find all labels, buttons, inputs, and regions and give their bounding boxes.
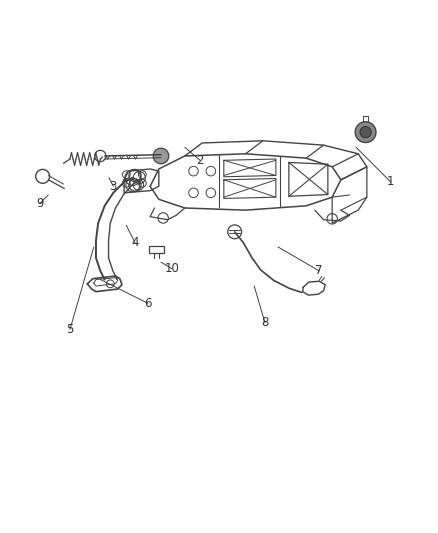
- Text: 8: 8: [261, 317, 268, 329]
- Text: 1: 1: [386, 175, 394, 189]
- Text: 3: 3: [110, 180, 117, 193]
- Text: 10: 10: [164, 262, 179, 275]
- Text: 7: 7: [315, 264, 322, 277]
- Circle shape: [359, 126, 371, 138]
- Circle shape: [153, 148, 168, 164]
- Text: 4: 4: [131, 236, 138, 249]
- Text: 6: 6: [144, 297, 152, 310]
- Text: 5: 5: [66, 323, 74, 336]
- Circle shape: [354, 122, 375, 142]
- Text: 9: 9: [36, 197, 43, 210]
- Text: 2: 2: [196, 154, 203, 167]
